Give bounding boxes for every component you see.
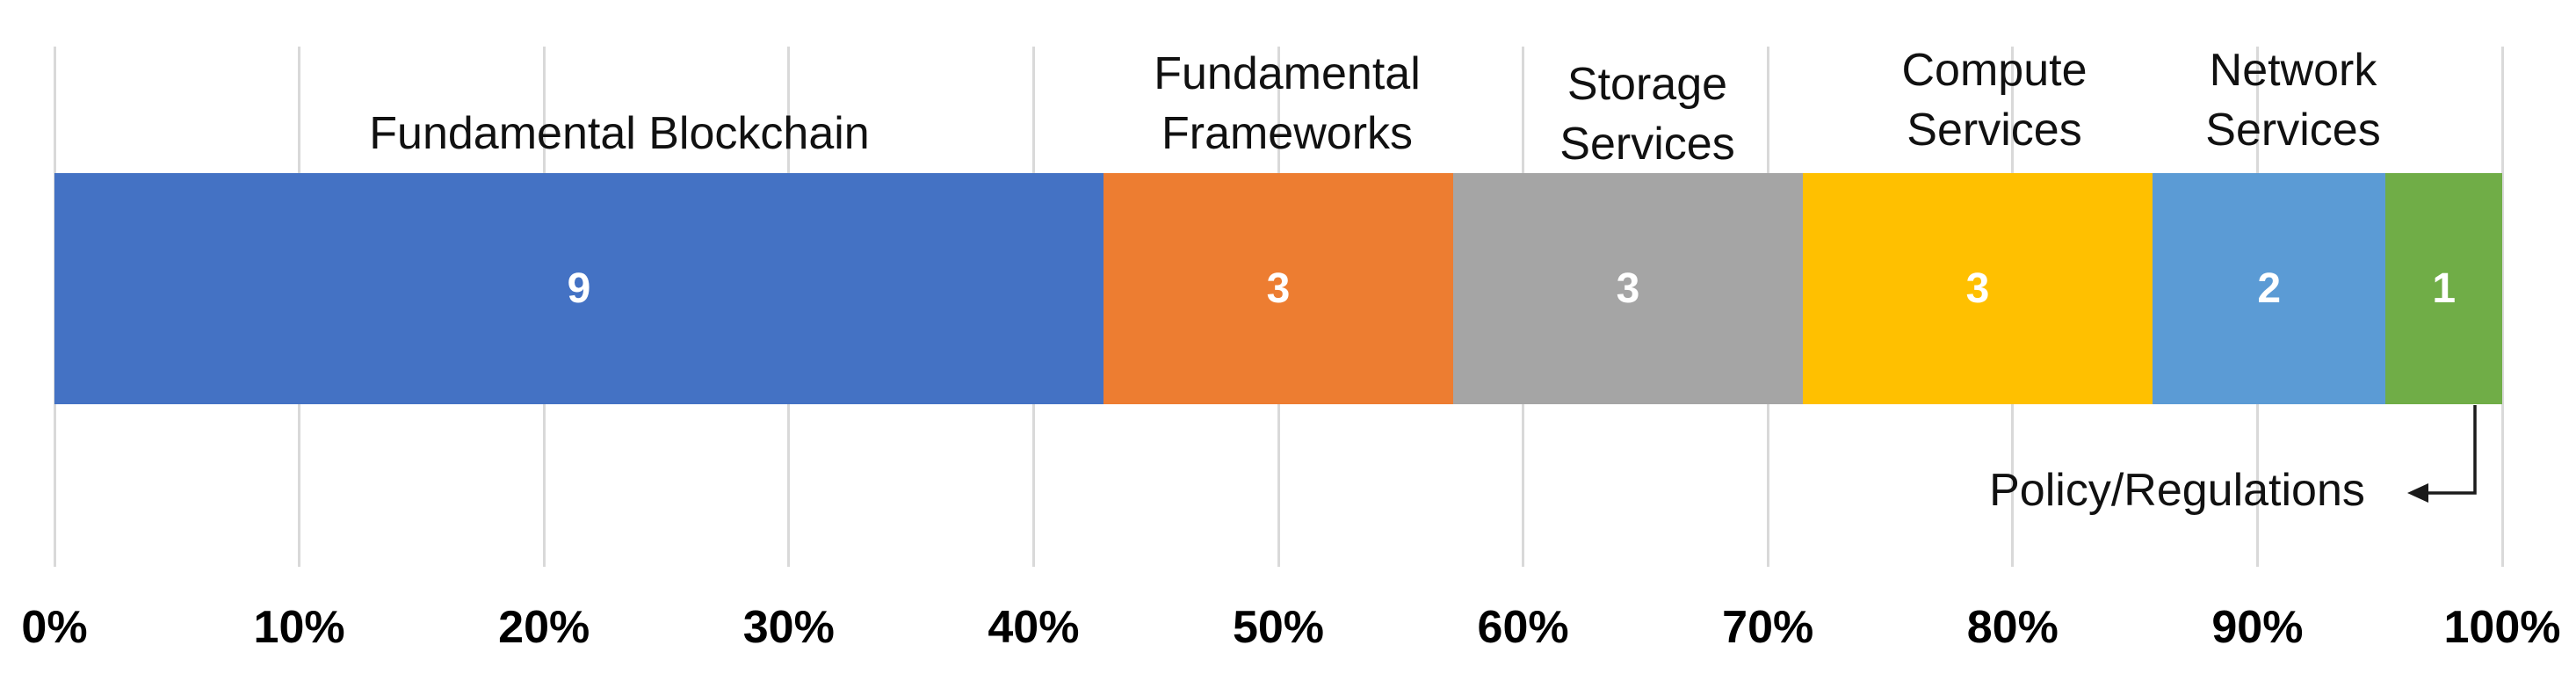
x-tick-100%: 100% (2443, 602, 2561, 653)
data-label-fundamental-frameworks: 3 (1266, 265, 1291, 312)
bar-segment-fundamental-blockchain[interactable]: 9 (54, 173, 1103, 404)
x-tick-30%: 30% (742, 602, 835, 653)
x-tick-70%: 70% (1722, 602, 1814, 653)
x-tick-20%: 20% (498, 602, 590, 653)
bar-segment-compute-services[interactable]: 3 (1803, 173, 2153, 404)
annotation-elbow-arrow-icon (2407, 405, 2477, 503)
bar-segment-network-services[interactable]: 2 (2153, 173, 2386, 404)
gridline-100% (2500, 47, 2504, 567)
category-label-storage-services: Storage Services (1559, 59, 1735, 170)
bar-segment-storage-services[interactable]: 3 (1453, 173, 1803, 404)
x-tick-10%: 10% (253, 602, 345, 653)
stacked-bar: 9 3 3 3 2 1 (54, 173, 2502, 404)
bar-segment-fundamental-frameworks[interactable]: 3 (1103, 173, 1453, 404)
x-tick-40%: 40% (988, 602, 1080, 653)
category-label-fundamental-blockchain: Fundamental Blockchain (369, 108, 870, 159)
category-label-compute-services: Compute Services (1901, 45, 2088, 156)
data-label-network-services: 2 (2257, 265, 2282, 312)
data-label-compute-services: 3 (1965, 265, 1990, 312)
x-tick-0%: 0% (21, 602, 88, 653)
x-tick-60%: 60% (1477, 602, 1569, 653)
category-label-network-services: Network Services (2205, 45, 2381, 156)
bar-segment-policy-regulations[interactable]: 1 (2385, 173, 2502, 404)
x-tick-80%: 80% (1966, 602, 2059, 653)
x-tick-90%: 90% (2211, 602, 2304, 653)
data-label-fundamental-blockchain: 9 (567, 265, 591, 312)
annotation-policy-regulations-label: Policy/Regulations (1989, 465, 2365, 516)
category-label-fundamental-frameworks: Fundamental Frameworks (1154, 48, 1421, 159)
data-label-policy-regulations: 1 (2432, 265, 2457, 312)
x-tick-50%: 50% (1232, 602, 1325, 653)
data-label-storage-services: 3 (1616, 265, 1640, 312)
